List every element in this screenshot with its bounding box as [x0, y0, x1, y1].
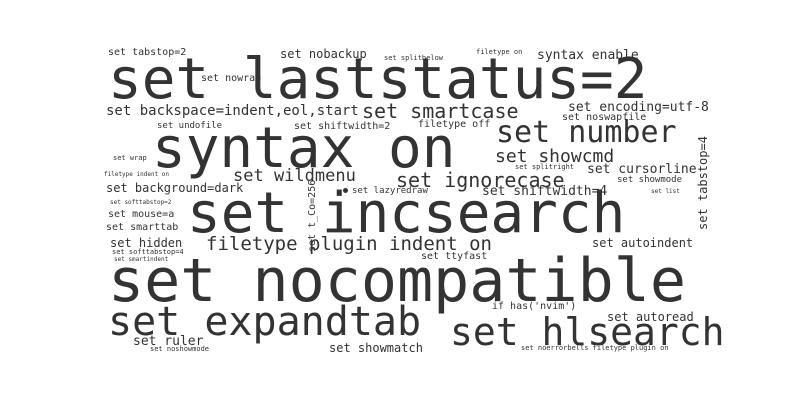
word-set-wrap: set wrap — [113, 154, 147, 162]
word-set-shiftwidth-2: set shiftwidth=2 — [294, 121, 391, 132]
word-set-splitbelow: set splitbelow — [384, 54, 444, 62]
word-set-shiftwidth-4: set shiftwidth=4 — [482, 184, 608, 199]
word-set-showcmd: set showcmd — [495, 146, 615, 167]
word-set-tabstop-4: set tabstop=4 — [696, 136, 710, 230]
word-filetype-indent-on: filetype indent on — [104, 171, 170, 178]
word-filetype-plugin-indent-on: filetype plugin indent on — [206, 233, 492, 255]
word-set-undofile: set undofile — [157, 121, 223, 131]
word-syntax-on: syntax on — [152, 116, 456, 181]
word-set-softtabstop-2: set softtabstop=2 — [110, 199, 172, 206]
word-set-incsearch: set incsearch — [187, 181, 626, 246]
word-set-hidden: set hidden — [110, 236, 183, 250]
word-set-splitright: set splitright — [515, 163, 575, 171]
word-set-ruler: set ruler — [133, 334, 204, 349]
word-set-laststatus: set laststatus=2 — [108, 47, 648, 112]
word-set-softtabstop-4: set softtabstop=4 — [112, 248, 184, 256]
word-set-mouse: set mouse=a — [108, 209, 175, 220]
word-set-ignorecase: set ignorecase — [396, 168, 565, 192]
word-set-number: set number — [496, 115, 677, 150]
word-set-showmode: set showmode — [617, 175, 683, 185]
word-set-showmatch: set showmatch — [329, 341, 423, 355]
word-set-smartcase: set smartcase — [362, 99, 519, 123]
word-set-noerrorbells: set noerrorbells filetype plugin on — [521, 344, 669, 352]
word-set-noswapfile: set noswapfile — [562, 112, 647, 123]
word-set-encoding: set encoding=utf-8 — [568, 100, 709, 115]
word-set-cursorline: set cursorline — [587, 162, 697, 177]
word-filetype-off: filetype off — [418, 119, 491, 130]
word-set-nobackup: set nobackup — [280, 47, 367, 61]
word-set-smartindent: set smartindent — [114, 256, 169, 263]
word-set-nowrap: set nowrap — [201, 73, 262, 84]
word-set-list: set list — [651, 188, 680, 195]
word-set-expandtab: set expandtab — [108, 299, 422, 345]
word-set-background: set background=dark — [106, 181, 244, 195]
word-set-wildmenu: set wildmenu — [233, 166, 356, 186]
word-set-t-co: set t_Co=256 — [307, 179, 318, 252]
word-filetype-on: filetype on — [476, 48, 523, 56]
word-syntax-enable: syntax enable — [537, 48, 639, 63]
word-set-hlsearch: set hlsearch — [450, 310, 725, 354]
word-set-noshowmode: set noshowmode — [150, 345, 210, 353]
word-set-tabstop-2: set tabstop=2 — [108, 47, 187, 58]
bullet-dot-icon — [343, 188, 348, 193]
word-set-nocompatible: set nocompatible — [108, 246, 686, 316]
word-set-autoread: set autoread — [607, 310, 694, 324]
word-if-has-nvim: if has('nvim') — [492, 301, 577, 312]
word-set-lazyredraw: set lazyredraw — [352, 186, 428, 196]
word-set-backspace: set backspace=indent,eol,start — [106, 103, 359, 119]
word-set-autoindent: set autoindent — [592, 236, 694, 250]
word-set-smarttab: set smarttab — [106, 222, 179, 233]
word-set-ttyfast: set ttyfast — [421, 251, 488, 262]
